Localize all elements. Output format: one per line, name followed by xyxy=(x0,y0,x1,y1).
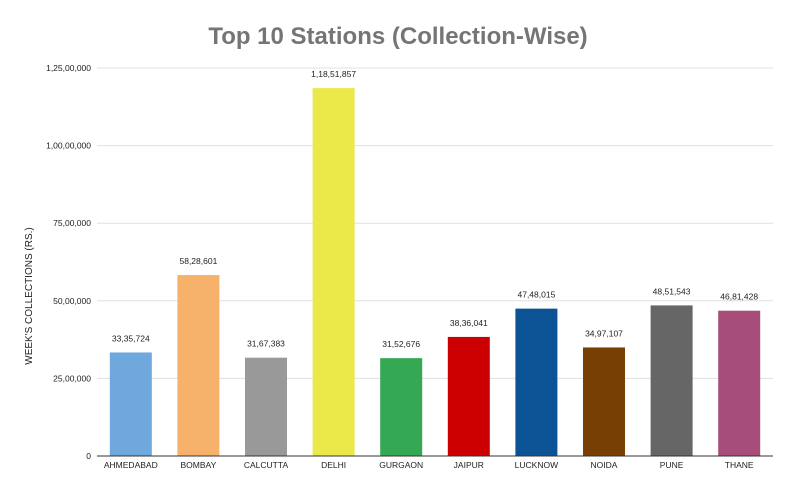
x-axis-categories: AHMEDABAD BOMBAY CALCUTTA DELHI GURGAON JAIPU… xyxy=(104,460,754,470)
y-tick-label: 50,00,000 xyxy=(53,296,91,306)
data-label: 48,51,543 xyxy=(653,286,691,296)
bars xyxy=(109,88,761,457)
chart-title: Top 10 Stations (Collection-Wise) xyxy=(208,23,587,50)
x-category-label: BOMBAY xyxy=(181,460,217,470)
bar-noida xyxy=(583,347,625,456)
y-tick-label: 0 xyxy=(86,451,91,461)
y-tick-label: 1,25,00,000 xyxy=(46,63,91,73)
x-category-label: DELHI xyxy=(321,460,346,470)
data-label: 31,52,676 xyxy=(382,339,420,349)
bar-jaipur xyxy=(447,336,490,456)
y-tick-label: 1,00,00,000 xyxy=(46,141,91,151)
bar-thane xyxy=(718,310,761,456)
y-tick-label: 75,00,000 xyxy=(53,218,91,228)
bar-lucknow xyxy=(515,308,558,456)
data-label: 58,28,601 xyxy=(179,256,217,266)
x-category-label: AHMEDABAD xyxy=(104,460,158,470)
y-tick-label: 25,00,000 xyxy=(53,373,91,383)
data-label: 38,36,041 xyxy=(450,318,488,328)
x-category-label: THANE xyxy=(725,460,754,470)
y-axis-label: WEEK'S COLLECTIONS (RS.) xyxy=(24,227,35,365)
bar-bombay xyxy=(177,275,220,456)
bar-ahmedabad xyxy=(109,352,152,456)
data-labels: 33,35,724 58,28,601 31,67,383 1,18,51,857 31… xyxy=(112,69,758,349)
data-label: 33,35,724 xyxy=(112,333,150,343)
x-category-label: LUCKNOW xyxy=(515,460,558,470)
bar-gurgaon xyxy=(380,358,423,456)
data-label: 31,67,383 xyxy=(247,339,285,349)
data-label: 1,18,51,857 xyxy=(311,69,356,79)
bar-pune xyxy=(650,305,693,456)
bar-calcutta xyxy=(245,357,287,456)
y-axis-ticks: 0 25,00,000 50,00,000 75,00,000 1,00,00,000 1… xyxy=(46,63,91,461)
data-label: 46,81,428 xyxy=(720,292,758,302)
bar-delhi xyxy=(312,88,355,457)
x-category-label: PUNE xyxy=(660,460,684,470)
x-category-label: NOIDA xyxy=(591,460,618,470)
data-label: 47,48,015 xyxy=(517,290,555,300)
x-category-label: CALCUTTA xyxy=(244,460,289,470)
x-category-label: GURGAON xyxy=(379,460,423,470)
data-label: 34,97,107 xyxy=(585,328,623,338)
x-category-label: JAIPUR xyxy=(454,460,484,470)
